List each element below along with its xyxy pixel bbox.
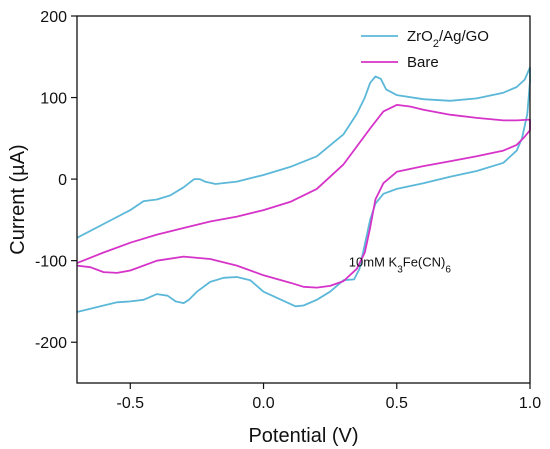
x-axis-ticks: -0.5 0.0 0.5 1.0: [117, 383, 541, 412]
x-tick-label: 0.5: [386, 395, 408, 412]
y-tick-label: 100: [40, 91, 67, 108]
x-tick-label: 1.0: [519, 395, 541, 412]
y-tick-label: -100: [35, 254, 67, 271]
series-line-1: [76, 104, 531, 289]
series-line-0: [76, 66, 531, 313]
x-axis-label: Potential (V): [248, 425, 358, 447]
legend-label-1: Bare: [407, 54, 439, 71]
x-tick-label: 0.0: [252, 395, 274, 412]
y-axis-ticks: -200 -100 0 100 200: [35, 9, 77, 352]
legend-label-0: ZrO2/Ag/GO: [407, 28, 489, 50]
annotation-concentration: 10mM K3Fe(CN)6: [349, 254, 452, 275]
y-axis-label: Current (µA): [7, 144, 29, 254]
y-tick-label: -200: [35, 335, 67, 352]
plot-lines: [76, 66, 531, 313]
y-tick-label: 200: [40, 9, 67, 26]
legend: ZrO2/Ag/GO Bare: [361, 28, 489, 71]
plot-frame: [76, 15, 531, 384]
x-tick-label: -0.5: [117, 395, 145, 412]
y-tick-label: 0: [58, 172, 67, 189]
